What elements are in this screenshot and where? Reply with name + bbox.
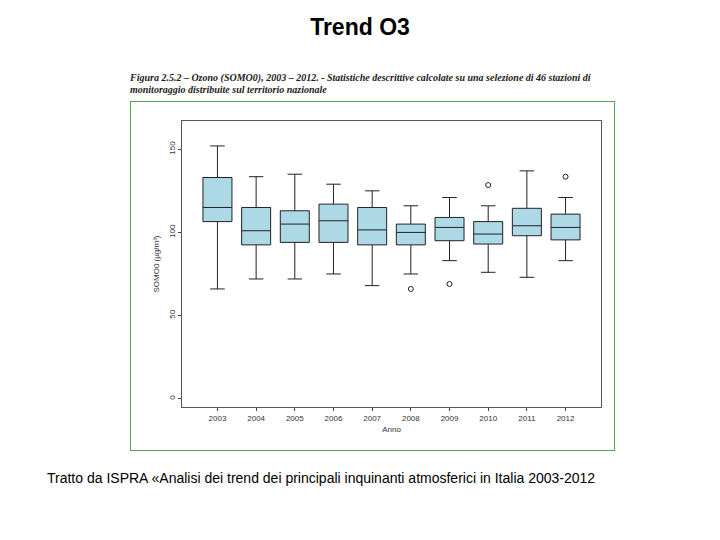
svg-text:2005: 2005 [286,414,304,423]
svg-text:100: 100 [168,224,177,238]
svg-text:2004: 2004 [247,414,265,423]
svg-text:150: 150 [168,141,177,155]
svg-text:2008: 2008 [402,414,420,423]
html-text:Trend O3: Trend O3 [310,14,410,40]
svg-text:2010: 2010 [479,414,497,423]
svg-text:50: 50 [168,309,177,318]
svg-text:SOMO0 (µg/m³): SOMO0 (µg/m³) [152,235,161,292]
svg-text:2012: 2012 [557,414,575,423]
svg-text:2009: 2009 [441,414,459,423]
html-text:Tratto da ISPRA «Analisi dei t: Tratto da ISPRA «Analisi dei trend dei p… [47,470,596,486]
svg-text:Anno: Anno [382,425,401,434]
svg-text:2006: 2006 [325,414,343,423]
svg-text:2007: 2007 [363,414,381,423]
html-text:Figura 2.5.2 – Ozono (SOMO0),: Figura 2.5.2 – Ozono (SOMO0), 2003 – 201… [130,72,591,95]
svg-text:2011: 2011 [518,414,536,423]
svg-text:2003: 2003 [209,414,227,423]
svg-text:0: 0 [168,395,177,400]
